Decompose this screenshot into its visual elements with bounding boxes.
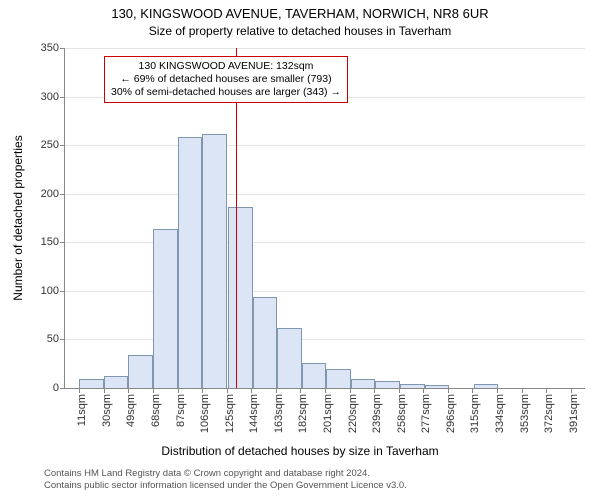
x-tick — [276, 388, 277, 393]
y-axis-label: Number of detached properties — [11, 135, 25, 300]
x-tick-label: 87sqm — [175, 394, 187, 427]
histogram-bar — [400, 384, 425, 388]
x-tick-label: 68sqm — [150, 394, 162, 427]
x-tick — [374, 388, 375, 393]
histogram-bar — [228, 207, 253, 388]
gridline — [65, 291, 585, 292]
histogram-bar — [153, 229, 178, 388]
histogram-bar — [326, 369, 351, 388]
footer-line-1: Contains HM Land Registry data © Crown c… — [44, 468, 407, 480]
gridline — [65, 145, 585, 146]
gridline — [65, 339, 585, 340]
y-tick-label: 300 — [41, 91, 65, 103]
x-tick-label: 201sqm — [322, 394, 334, 433]
x-tick-label: 182sqm — [297, 394, 309, 433]
x-tick — [153, 388, 154, 393]
y-tick-label: 150 — [41, 236, 65, 248]
histogram-bar — [104, 376, 129, 388]
gridline — [65, 194, 585, 195]
histogram-bar — [425, 385, 450, 388]
annotation-box: 130 KINGSWOOD AVENUE: 132sqm ← 69% of de… — [104, 56, 348, 103]
x-tick-label: 334sqm — [494, 394, 506, 433]
x-tick — [399, 388, 400, 393]
x-tick-label: 239sqm — [371, 394, 383, 433]
histogram-bar — [79, 379, 104, 388]
x-tick-label: 30sqm — [101, 394, 113, 427]
x-tick — [178, 388, 179, 393]
x-tick — [202, 388, 203, 393]
x-tick — [79, 388, 80, 393]
x-tick — [251, 388, 252, 393]
x-tick-label: 49sqm — [125, 394, 137, 427]
annotation-line-3: 30% of semi-detached houses are larger (… — [111, 86, 341, 99]
x-tick — [350, 388, 351, 393]
x-tick-label: 391sqm — [568, 394, 580, 433]
chart-title: 130, KINGSWOOD AVENUE, TAVERHAM, NORWICH… — [0, 6, 600, 21]
x-tick-label: 11sqm — [76, 394, 88, 426]
histogram-bar — [474, 384, 499, 388]
x-tick — [448, 388, 449, 393]
gridline — [65, 48, 585, 49]
x-tick-label: 296sqm — [445, 394, 457, 433]
x-tick-label: 315sqm — [469, 394, 481, 433]
y-tick-label: 200 — [41, 188, 65, 200]
x-tick-label: 277sqm — [420, 394, 432, 433]
histogram-bar — [128, 355, 153, 388]
y-tick-label: 250 — [41, 139, 65, 151]
footer-attribution: Contains HM Land Registry data © Crown c… — [44, 468, 407, 492]
gridline — [65, 242, 585, 243]
x-tick — [423, 388, 424, 393]
histogram-bar — [302, 363, 327, 388]
annotation-line-2: ← 69% of detached houses are smaller (79… — [111, 73, 341, 86]
y-tick-label: 350 — [41, 42, 65, 54]
x-tick — [571, 388, 572, 393]
y-tick-label: 50 — [47, 333, 65, 345]
x-axis-label: Distribution of detached houses by size … — [0, 444, 600, 458]
x-tick — [546, 388, 547, 393]
histogram-bar — [351, 379, 376, 388]
x-tick — [128, 388, 129, 393]
x-tick — [325, 388, 326, 393]
y-tick-label: 100 — [41, 285, 65, 297]
x-tick-label: 372sqm — [543, 394, 555, 433]
x-tick — [472, 388, 473, 393]
x-tick — [522, 388, 523, 393]
histogram-bar — [178, 137, 203, 388]
histogram-bar — [253, 297, 278, 388]
x-tick — [104, 388, 105, 393]
y-tick-label: 0 — [53, 382, 65, 394]
x-tick-label: 144sqm — [248, 394, 260, 433]
histogram-bar — [277, 328, 302, 388]
footer-line-2: Contains public sector information licen… — [44, 480, 407, 492]
x-tick-label: 258sqm — [396, 394, 408, 433]
x-tick-label: 106sqm — [199, 394, 211, 433]
chart-subtitle: Size of property relative to detached ho… — [0, 24, 600, 38]
histogram-bar — [375, 381, 400, 388]
x-tick — [227, 388, 228, 393]
x-tick — [497, 388, 498, 393]
x-tick — [300, 388, 301, 393]
x-tick-label: 125sqm — [224, 394, 236, 433]
histogram-bar — [202, 134, 227, 389]
x-tick-label: 220sqm — [347, 394, 359, 433]
x-tick-label: 163sqm — [273, 394, 285, 433]
x-tick-label: 353sqm — [519, 394, 531, 433]
annotation-line-1: 130 KINGSWOOD AVENUE: 132sqm — [111, 60, 341, 73]
